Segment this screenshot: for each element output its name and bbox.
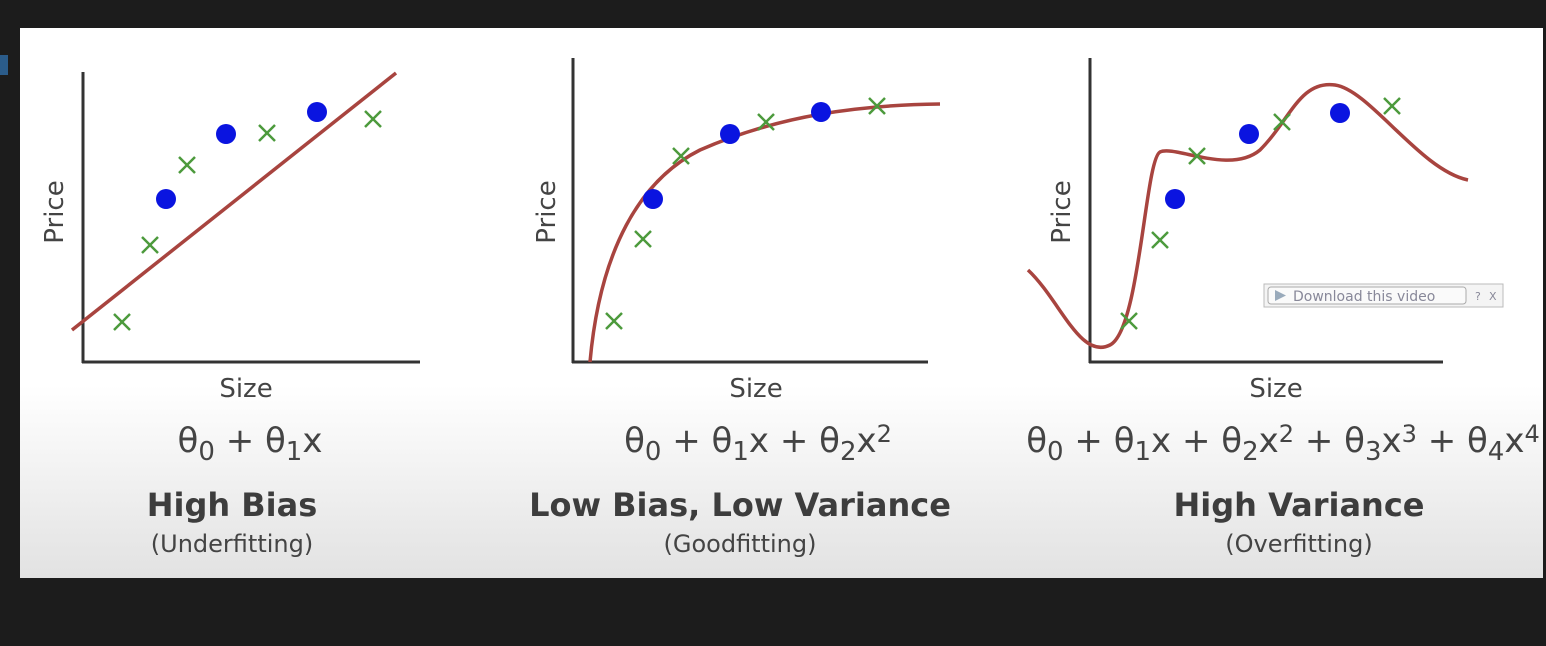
formula-part: θ [624,421,645,461]
formula-part: 2 [877,420,892,448]
panel-title: Low Bias, Low Variance [529,486,951,524]
panel-subtitle: (Overfitting) [1225,530,1373,558]
formula-part: 1 [1135,437,1152,467]
formula-part: + θ [215,421,286,461]
download-button[interactable]: Download this video ? X [1263,283,1504,308]
formula-part: x [302,421,322,461]
formula-part: + θ [661,421,732,461]
formula-part: + θ [1064,421,1135,461]
formula-part: 0 [645,437,662,467]
formula-part: 4 [1524,420,1539,448]
formula-part: θ [1026,421,1047,461]
formula-part: 2 [1242,437,1259,467]
formula: θ0 + θ1x + θ2x2 [624,420,892,467]
formula-part: 3 [1402,420,1417,448]
x-axis-label: Size [1249,374,1302,404]
formula-part: x [1259,421,1279,461]
formula-part: x [856,421,876,461]
formula-part: + θ [1417,421,1488,461]
formula-part: 4 [1488,437,1505,467]
formula: θ0 + θ1x [178,421,323,467]
formula-part: θ [178,421,199,461]
panel-subtitle: (Underfitting) [151,530,313,558]
formula-part: 3 [1365,437,1382,467]
formula-part: 1 [286,437,303,467]
panel-title: High Bias [147,486,318,524]
y-axis-label: Price [40,180,70,243]
formula-part: x + θ [1151,421,1242,461]
x-axis-label: Size [729,374,782,404]
panel-subtitle: (Goodfitting) [664,530,817,558]
formula-part: 2 [840,437,857,467]
download-label[interactable]: Download this video [1293,289,1435,305]
side-tab [0,55,8,75]
plot-overfit [1026,58,1469,364]
formula-part: x + θ [749,421,840,461]
panel-title: High Variance [1174,486,1425,524]
formula-part: x [1504,421,1524,461]
plot-goodfit [571,58,941,364]
formula-part: 0 [198,437,215,467]
y-axis-label: Price [532,180,562,243]
close-icon[interactable]: X [1489,290,1497,303]
formula-part: x [1381,421,1401,461]
plot-underfit [70,71,420,364]
formula-part: 1 [732,437,749,467]
formula-part: 0 [1047,437,1064,467]
x-axis-label: Size [219,374,272,404]
y-axis-label: Price [1047,180,1077,243]
formula-part: 2 [1279,420,1294,448]
formula-part: + θ [1294,421,1365,461]
formula: θ0 + θ1x + θ2x2 + θ3x3 + θ4x4 [1026,420,1540,467]
help-icon[interactable]: ? [1475,290,1481,303]
